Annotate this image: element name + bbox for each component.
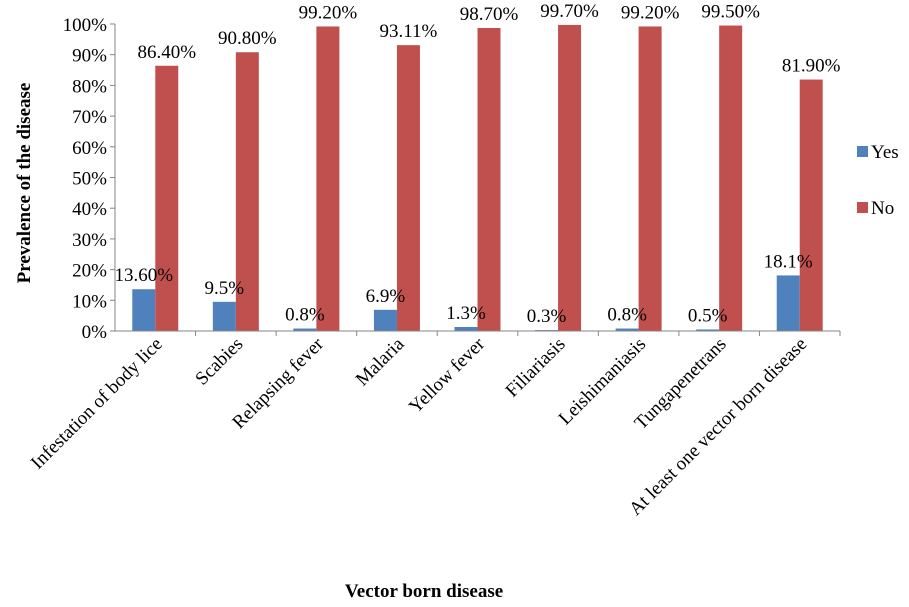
data-labels: 13.60% 86.40% 9.5% 90.80% 0.8% 99.20% 6.9% 93.1… (114, 1, 840, 327)
x-category-label: At least one vector born disease (625, 334, 811, 520)
bar-yes (615, 328, 639, 331)
bar-no (396, 45, 420, 331)
data-label-no: 99.20% (299, 2, 358, 23)
x-category-label: Malaria (352, 333, 409, 390)
data-label-yes: 18.1% (764, 251, 813, 272)
y-tick-label: 0% (82, 322, 108, 343)
x-axis-categories: Infestation of body lice ScabiesRelapsing… (27, 333, 811, 520)
data-label-no: 98.70% (460, 4, 519, 25)
data-label-no: 86.40% (137, 42, 196, 63)
y-tick-label: 50% (72, 169, 107, 190)
data-label-no: 99.70% (540, 1, 599, 22)
bar-no (638, 26, 662, 332)
x-category-label: Scabies (191, 334, 247, 390)
y-tick-label: 80% (72, 76, 107, 97)
bar-yes (132, 289, 156, 331)
y-tick-label: 90% (72, 46, 107, 67)
data-label-yes: 0.5% (688, 305, 728, 326)
y-axis-title: Prevalence of the disease (14, 83, 35, 284)
y-tick-label: 20% (72, 261, 107, 282)
bars (132, 24, 823, 332)
bar-yes (212, 301, 236, 331)
data-label-no: 90.80% (218, 28, 277, 49)
data-label-yes: 13.60% (114, 265, 173, 286)
bar-no (316, 26, 340, 332)
x-axis-ticks (195, 331, 841, 336)
bar-no (558, 24, 582, 332)
legend-swatch-yes (857, 146, 868, 157)
bar-yes (454, 327, 478, 331)
plot-area: 0% 10% 20% 30% 40% 50% 60% 70% 80% 90% 100% 13.60%… (27, 1, 841, 520)
bar-yes (373, 309, 397, 331)
y-tick-label: 30% (72, 230, 107, 251)
bar-no (155, 65, 179, 331)
data-label-no: 81.90% (782, 56, 841, 77)
legend-label-no: No (871, 198, 894, 219)
y-tick-label: 70% (72, 107, 107, 128)
y-tick-label: 10% (72, 291, 107, 312)
bar-yes (293, 328, 317, 331)
y-tick-label: 40% (72, 199, 107, 220)
data-label-no: 93.11% (380, 21, 438, 42)
legend: Yes No (857, 142, 899, 219)
data-label-no: 99.50% (701, 2, 760, 23)
y-axis-ticks: 0% 10% 20% 30% 40% 50% 60% 70% 80% 90% 100% (63, 15, 115, 343)
bar-yes (696, 329, 720, 331)
y-tick-label: 100% (63, 15, 108, 36)
x-axis-title: Vector born disease (345, 581, 503, 602)
data-label-yes: 1.3% (446, 303, 486, 324)
data-label-yes: 0.3% (527, 306, 567, 327)
bar-yes (776, 275, 800, 331)
data-label-yes: 0.8% (607, 305, 647, 326)
x-category-label: Filiariasis (502, 334, 570, 402)
y-tick-label: 60% (72, 138, 107, 159)
data-label-yes: 0.8% (285, 305, 325, 326)
bar-no (719, 25, 743, 331)
data-label-yes: 9.5% (205, 278, 245, 299)
x-category-label: Infestation of body lice (27, 334, 167, 474)
bar-no (235, 52, 259, 332)
x-category-label: Yellow fever (405, 333, 489, 417)
data-label-yes: 6.9% (366, 286, 406, 307)
bar-no (477, 27, 501, 332)
bar-no (799, 79, 823, 331)
data-label-no: 99.20% (621, 2, 680, 23)
legend-label-yes: Yes (871, 142, 899, 163)
legend-swatch-no (857, 202, 868, 213)
